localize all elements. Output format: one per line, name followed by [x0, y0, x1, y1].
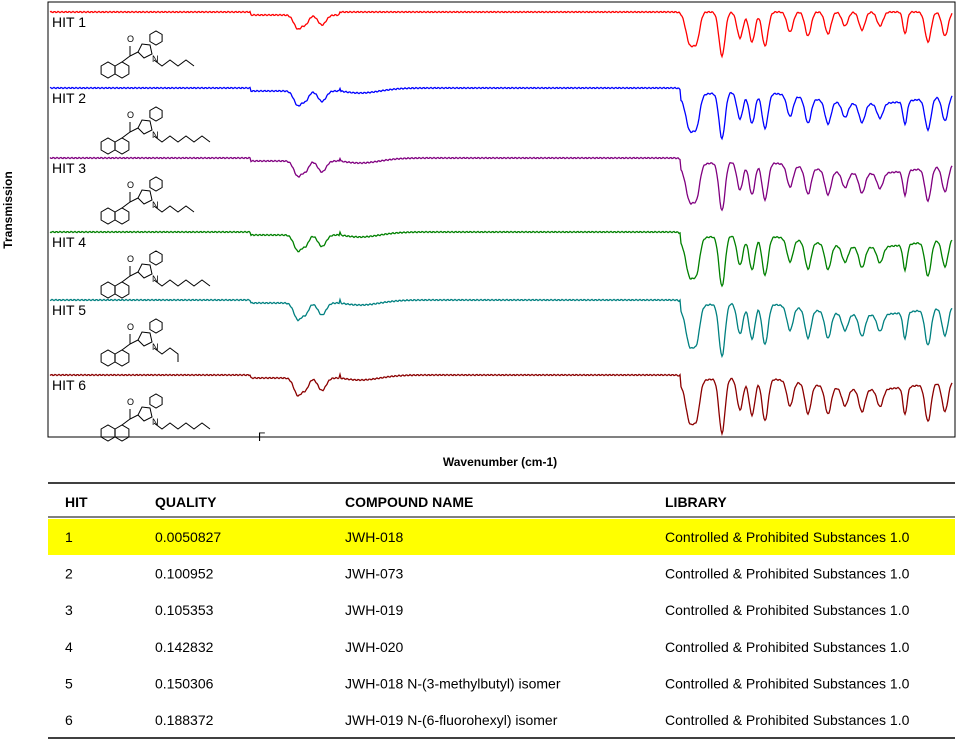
chain [153, 422, 211, 430]
chain [153, 205, 195, 213]
hit-label: HIT 5 [52, 302, 86, 318]
table-cell: 0.105353 [155, 602, 214, 618]
hit-label: HIT 1 [52, 14, 86, 30]
column-header: HIT [65, 494, 88, 510]
ring [114, 281, 130, 299]
table-cell: 0.150306 [155, 675, 214, 691]
ring [137, 406, 153, 422]
ring [137, 119, 153, 135]
table-cell: 0.188372 [155, 712, 214, 728]
ring [149, 318, 163, 334]
ring [137, 263, 153, 279]
table-cell: JWH-019 [345, 602, 404, 618]
table-cell: Controlled & Prohibited Substances 1.0 [665, 712, 910, 728]
hit-label: HIT 4 [52, 234, 86, 250]
chain [153, 135, 211, 143]
spectrum-line [49, 371, 953, 437]
table-cell: JWH-019 N-(6-fluorohexyl) isomer [345, 712, 558, 728]
table-cell: JWH-020 [345, 639, 404, 655]
ring [149, 393, 163, 409]
ring [149, 176, 163, 192]
table-cell: 6 [65, 712, 73, 728]
hit-label: HIT 3 [52, 160, 86, 176]
ring [114, 61, 130, 79]
ring [114, 349, 130, 367]
ring [100, 137, 116, 155]
table-cell: 5 [65, 675, 73, 691]
atom-label: O [127, 34, 134, 44]
y-axis-label: Transmission [1, 171, 15, 248]
table-cell: 0.100952 [155, 566, 214, 582]
table-cell: Controlled & Prohibited Substances 1.0 [665, 639, 910, 655]
ring [114, 207, 130, 225]
table-cell: 1 [65, 529, 73, 545]
table-cell: JWH-018 N-(3-methylbutyl) isomer [345, 675, 561, 691]
spectrum-line [49, 86, 953, 141]
ring [137, 189, 153, 205]
atom-label: N [152, 54, 159, 64]
x-axis-label: Wavenumber (cm-1) [443, 455, 557, 469]
atom-label: O [127, 254, 134, 264]
ring [100, 424, 116, 442]
column-header: COMPOUND NAME [345, 494, 473, 510]
chain [153, 347, 179, 362]
hit-label: HIT 6 [52, 377, 86, 393]
structure: ON [100, 30, 195, 79]
ring [149, 30, 163, 46]
spectrum-line [49, 10, 953, 59]
ring [149, 250, 163, 266]
table-cell: 2 [65, 566, 73, 582]
structure: ON [100, 250, 211, 299]
table-cell: 4 [65, 639, 73, 655]
plot-frame [47, 1, 956, 438]
structure: O N F [100, 393, 265, 444]
table-cell: JWH-073 [345, 566, 404, 582]
table-cell: 3 [65, 602, 73, 618]
table-cell: Controlled & Prohibited Substances 1.0 [665, 529, 910, 545]
atom-label: N [152, 130, 159, 140]
table-cell: Controlled & Prohibited Substances 1.0 [665, 602, 910, 618]
atom-label: O [127, 322, 134, 332]
spectrum-line [49, 230, 953, 288]
ring [149, 106, 163, 122]
atom-label: O [127, 180, 134, 190]
table-cell: Controlled & Prohibited Substances 1.0 [665, 675, 910, 691]
ring [114, 137, 130, 155]
atom-label: O [127, 110, 134, 120]
ring [100, 207, 116, 225]
chain [153, 59, 195, 67]
table-cell: 0.142832 [155, 639, 214, 655]
column-header: QUALITY [155, 494, 217, 510]
row-highlight [48, 519, 955, 555]
ring [100, 281, 116, 299]
ring [137, 43, 153, 59]
chain [153, 279, 211, 287]
ring [137, 331, 153, 347]
ring [114, 424, 130, 442]
spectrum-line [49, 297, 953, 359]
atom-label: N [152, 274, 159, 284]
table-cell: Controlled & Prohibited Substances 1.0 [665, 566, 910, 582]
atom-label: O [127, 397, 134, 407]
ring [100, 61, 116, 79]
structure: ON [100, 176, 195, 225]
atom-label: N [152, 342, 159, 352]
ring [100, 349, 116, 367]
structure: ON [100, 318, 179, 367]
atom-label: N [152, 200, 159, 210]
column-header: LIBRARY [665, 494, 727, 510]
table-cell: 0.0050827 [155, 529, 221, 545]
structure: ON [100, 106, 211, 155]
hit-label: HIT 2 [52, 90, 86, 106]
table-cell: JWH-018 [345, 529, 404, 545]
spectrum-line [49, 156, 953, 212]
atom-label: F [258, 430, 265, 444]
atom-label: N [152, 417, 159, 427]
